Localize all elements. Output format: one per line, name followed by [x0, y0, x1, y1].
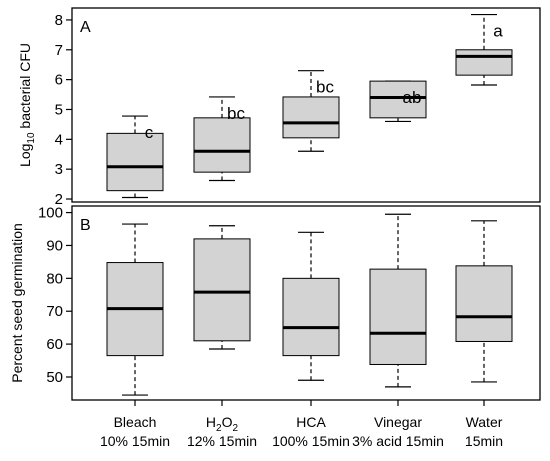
y-tick-label: 100 [38, 205, 63, 222]
x-category-label: HCA [296, 414, 326, 430]
iqr-box [455, 49, 513, 76]
x-category-label: Bleach [114, 414, 157, 430]
panel-b-plot [106, 213, 513, 396]
box-bleach: c [106, 115, 164, 199]
significance-letter: bc [227, 104, 245, 123]
box-h2o2 [193, 225, 251, 350]
box-water [455, 220, 513, 383]
significance-letter: ab [403, 88, 422, 107]
x-category-sublabel: 3% acid 15min [352, 433, 444, 449]
panel-a-ylabel-suffix: bacterial CFU [17, 43, 33, 132]
y-tick-label: 70 [46, 303, 63, 320]
panel-b-label: B [80, 217, 91, 234]
panel-a-label: A [80, 19, 91, 36]
box-hca: bc [282, 70, 340, 152]
box-bleach [106, 223, 164, 396]
panel-b-frame [71, 205, 541, 401]
panel-a-y-axis: 2 3 4 5 6 7 8 [55, 12, 72, 208]
iqr-box [455, 265, 513, 342]
x-label-part: H [206, 414, 216, 430]
y-tick-label: 7 [55, 42, 63, 59]
panel-a-plot: c bc bc ab a [106, 13, 513, 199]
y-tick-label: 8 [55, 12, 63, 29]
iqr-box [106, 132, 164, 192]
x-category-sublabel: 100% 15min [272, 433, 350, 449]
x-label-subscript: 2 [233, 423, 239, 434]
box-h2o2: bc [193, 96, 251, 182]
iqr-box [282, 277, 340, 357]
x-category-sublabel: 15min [465, 433, 503, 449]
y-tick-label: 6 [55, 72, 63, 89]
panel-a-ylabel-prefix: Log [17, 144, 33, 167]
significance-letter: c [145, 123, 154, 142]
x-category-sublabel: 12% 15min [187, 433, 257, 449]
iqr-box [193, 238, 251, 342]
panel-a-frame [71, 7, 541, 203]
y-tick-label: 80 [46, 270, 63, 287]
x-label-subscript: 2 [216, 423, 222, 434]
iqr-box [369, 80, 427, 119]
x-category-label: Vinegar [374, 414, 422, 430]
panel-a-y-axis-title: Log10 bacterial CFU [17, 43, 37, 167]
iqr-box [193, 117, 251, 173]
y-tick-label: 50 [46, 369, 63, 386]
x-label-part: O [222, 414, 233, 430]
box-hca [282, 231, 340, 381]
y-tick-label: 5 [55, 101, 63, 118]
x-category-sublabel: 10% 15min [100, 433, 170, 449]
box-vinegar: ab [369, 80, 427, 123]
x-category-label: H2O2 [206, 414, 239, 434]
panel-b-y-axis-title: Percent seed germination [9, 223, 25, 383]
y-tick-label: 60 [46, 336, 63, 353]
iqr-box [369, 268, 427, 365]
box-vinegar [369, 213, 427, 388]
significance-letter: bc [316, 78, 334, 97]
iqr-box [282, 96, 340, 139]
significance-letter: a [493, 22, 503, 41]
panel-b-y-axis: 50 60 70 80 90 100 [38, 205, 72, 386]
y-tick-label: 90 [46, 237, 63, 254]
y-tick-label: 2 [55, 191, 63, 208]
y-tick-label: 4 [55, 131, 63, 148]
y-tick-label: 3 [55, 161, 63, 178]
panel-a-ylabel-sub: 10 [26, 132, 37, 144]
x-category-label: Water [466, 414, 503, 430]
box-water: a [455, 13, 513, 86]
